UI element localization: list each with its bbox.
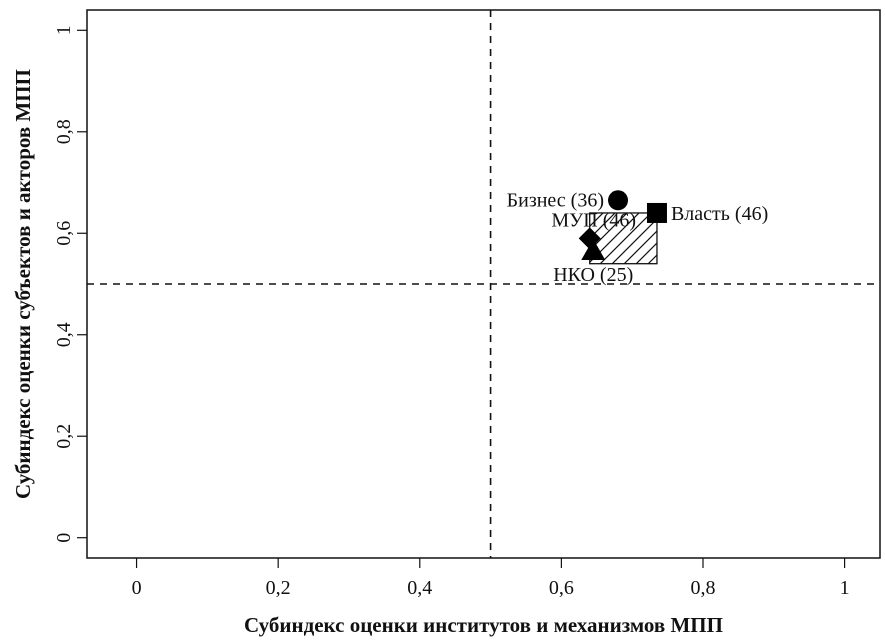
x-tick-label: 1 <box>840 577 850 599</box>
y-axis-title: Субиндекс оценки субъектов и акторов МПП <box>11 69 35 499</box>
y-tick-label: 0 <box>53 533 75 543</box>
y-tick-label: 0,4 <box>53 322 75 347</box>
y-tick-label: 0,8 <box>53 119 75 144</box>
x-tick-label: 0,4 <box>407 577 432 599</box>
x-tick-label: 0,6 <box>549 577 574 599</box>
x-tick-label: 0,8 <box>690 577 715 599</box>
point-triangle <box>581 239 606 261</box>
point-label: Власть (46) <box>671 203 768 225</box>
reference-lines <box>87 10 880 558</box>
point-label: МУП (46) <box>551 209 636 231</box>
y-tick-label: 0,2 <box>53 424 75 449</box>
point-square <box>646 202 667 223</box>
data-points: Бизнес (36) Власть (46) МУП (46) НКО (25) <box>507 189 769 286</box>
x-axis-title: Субиндекс оценки институтов и механизмов… <box>244 613 723 637</box>
x-tick-label: 0,2 <box>266 577 291 599</box>
point-circle <box>608 190 629 211</box>
point-label: Бизнес (36) <box>507 189 604 211</box>
y-tick-label: 0,6 <box>53 221 75 246</box>
y-tick-label: 1 <box>53 25 75 35</box>
axes-layer: 0 0,2 0,4 0,6 0,8 1 0 0,2 0,4 0,6 0,8 1 <box>53 25 850 599</box>
x-tick-label: 0 <box>132 577 142 599</box>
point-label: НКО (25) <box>553 264 633 286</box>
